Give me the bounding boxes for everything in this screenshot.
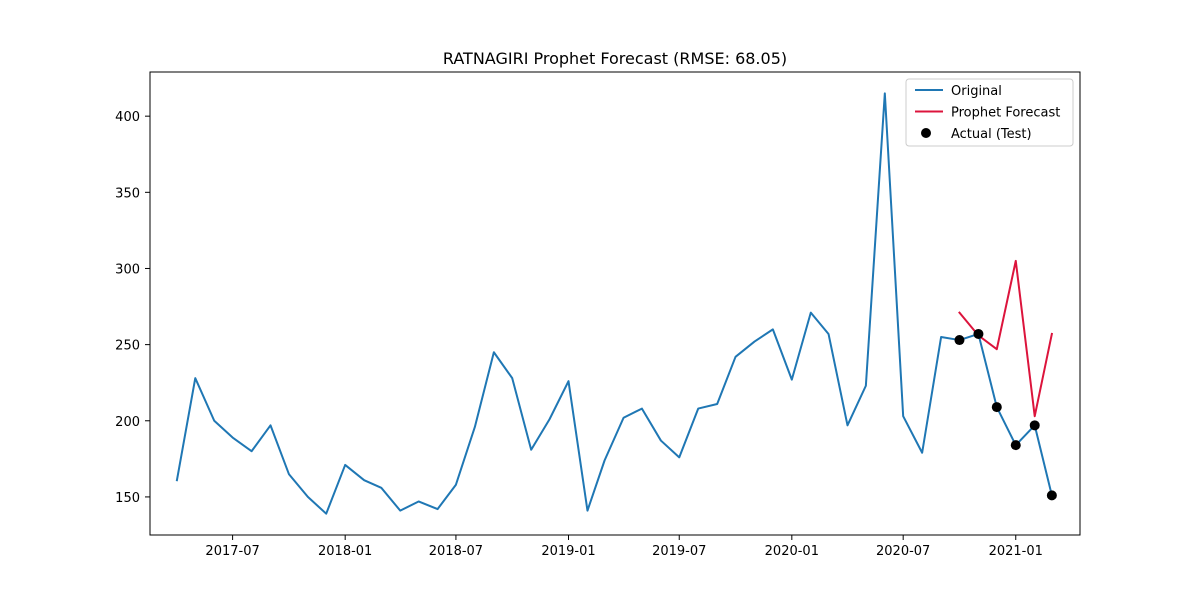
y-tick-label: 250 <box>115 339 140 354</box>
y-tick-label: 300 <box>115 262 140 277</box>
y-tick-label: 350 <box>115 186 140 201</box>
plot-area <box>175 92 1057 515</box>
x-tick-label: 2019-07 <box>652 544 706 559</box>
x-tick-label: 2020-01 <box>765 544 819 559</box>
x-tick-label: 2021-01 <box>989 544 1043 559</box>
x-tick-label: 2019-01 <box>541 544 595 559</box>
scatter-point-actual-test <box>1029 420 1040 431</box>
y-tick-label: 150 <box>115 491 140 506</box>
x-tick-label: 2020-07 <box>876 544 930 559</box>
legend: Original Prophet Forecast Actual (Test) <box>905 78 1074 147</box>
scatter-point-actual-test <box>954 335 965 346</box>
scatter-point-actual-test <box>1010 440 1021 451</box>
x-tick-label: 2017-07 <box>205 544 259 559</box>
scatter-point-actual-test <box>1046 490 1057 501</box>
series-line-original <box>175 92 1054 515</box>
legend-label: Prophet Forecast <box>951 106 1060 121</box>
plot-frame <box>149 71 1081 536</box>
scatter-point-actual-test <box>991 402 1002 413</box>
axes: 2017-07 2018-01 2018-07 2019-01 2019-07 2020-… <box>115 71 1081 559</box>
chart-title: RATNAGIRI Prophet Forecast (RMSE: 68.05) <box>443 49 787 68</box>
y-tick-label: 200 <box>115 415 140 430</box>
legend-marker-swatch <box>921 128 931 138</box>
x-tick-label: 2018-07 <box>429 544 483 559</box>
legend-label: Actual (Test) <box>951 127 1032 142</box>
legend-label: Original <box>951 84 1002 99</box>
scatter-point-actual-test <box>973 328 984 339</box>
y-tick-label: 400 <box>115 110 140 125</box>
x-tick-label: 2018-01 <box>318 544 372 559</box>
legend-box <box>905 78 1074 147</box>
